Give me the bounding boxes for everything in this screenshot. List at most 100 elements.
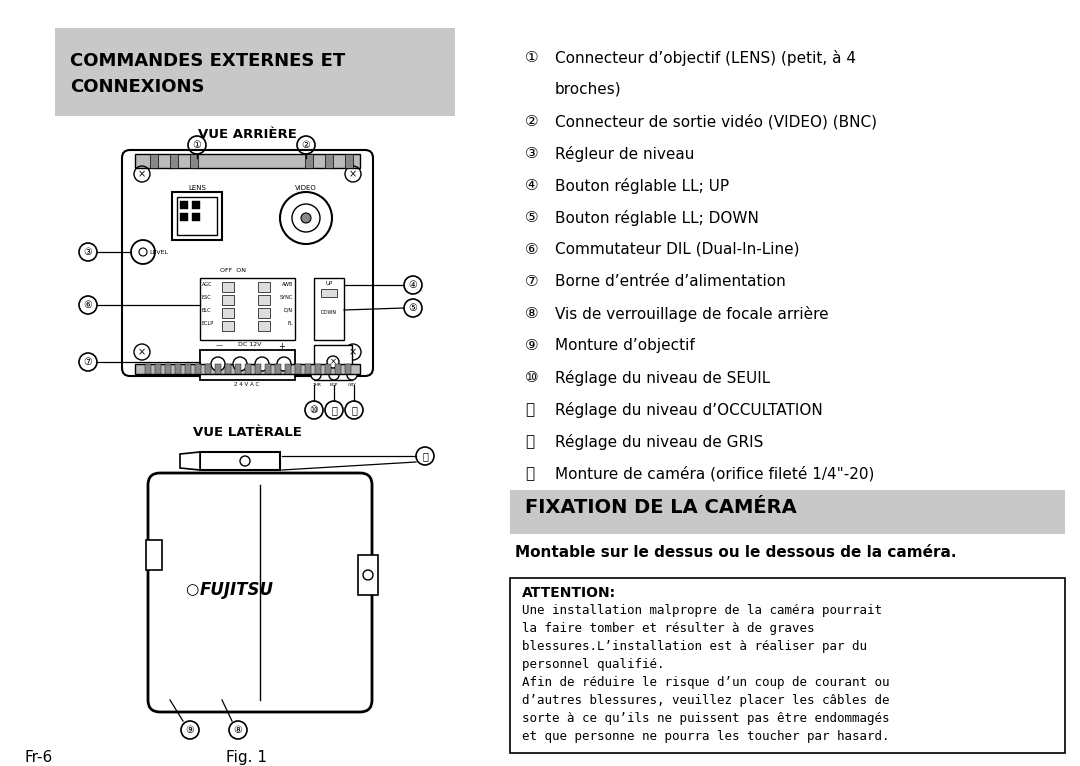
Circle shape (139, 248, 147, 256)
Bar (325, 154, 333, 168)
Text: Connecteur d’objectif (LENS) (petit, à 4: Connecteur d’objectif (LENS) (petit, à 4 (555, 50, 856, 66)
Bar (175, 364, 181, 374)
Text: ①: ① (525, 50, 539, 65)
Text: OFF  ON: OFF ON (220, 268, 246, 273)
Text: ⑪: ⑪ (525, 402, 535, 417)
Bar (200, 278, 295, 340)
Text: ⑩: ⑩ (310, 405, 319, 415)
Bar (225, 364, 231, 374)
Text: ×: × (349, 169, 357, 179)
Text: FUJITSU: FUJITSU (200, 581, 274, 599)
Text: ③: ③ (83, 247, 93, 257)
Text: GRY: GRY (348, 383, 356, 387)
FancyBboxPatch shape (55, 28, 455, 116)
Text: ⑬: ⑬ (422, 451, 428, 461)
Bar (215, 364, 221, 374)
Text: la faire tomber et résulter à de graves: la faire tomber et résulter à de graves (522, 622, 814, 635)
Circle shape (276, 357, 291, 371)
Text: ○: ○ (185, 582, 199, 597)
Bar (185, 364, 191, 374)
Text: et que personne ne pourra les toucher par hasard.: et que personne ne pourra les toucher pa… (522, 730, 890, 743)
Bar (150, 154, 158, 168)
Text: ②: ② (525, 114, 539, 129)
Bar (200, 350, 295, 380)
Text: THR: THR (311, 383, 321, 387)
Text: ×: × (138, 169, 146, 179)
Text: ⑥: ⑥ (83, 300, 93, 310)
Text: ECP: ECP (329, 383, 338, 387)
Text: ①: ① (192, 140, 201, 150)
Bar (205, 364, 211, 374)
Text: COMMANDES EXTERNES ET: COMMANDES EXTERNES ET (70, 52, 346, 70)
Bar (314, 345, 352, 380)
Bar (200, 452, 280, 470)
Text: D/N: D/N (284, 308, 293, 313)
Bar (180, 213, 188, 221)
Text: ⑧: ⑧ (233, 725, 242, 735)
FancyBboxPatch shape (510, 490, 1065, 534)
Bar (345, 364, 351, 374)
Text: VUE ARRIÈRE: VUE ARRIÈRE (198, 128, 296, 141)
Text: ⑤: ⑤ (525, 210, 539, 225)
Bar (177, 197, 217, 235)
Text: FL: FL (287, 321, 293, 326)
Polygon shape (180, 452, 200, 470)
Text: Afin de réduire le risque d’un coup de courant ou: Afin de réduire le risque d’un coup de c… (522, 676, 890, 689)
Text: ③: ③ (525, 146, 539, 161)
Text: Vis de verrouillage de focale arrière: Vis de verrouillage de focale arrière (555, 306, 828, 322)
Bar (195, 364, 201, 374)
Text: ⑦: ⑦ (83, 357, 93, 367)
Text: VUE LATÈRALE: VUE LATÈRALE (192, 426, 301, 439)
Circle shape (280, 192, 332, 244)
Text: ⑬: ⑬ (525, 466, 535, 481)
Text: ⑪: ⑪ (332, 405, 337, 415)
Bar (192, 201, 200, 209)
Text: Bouton réglable LL; UP: Bouton réglable LL; UP (555, 178, 729, 194)
Text: 2 4 V A C: 2 4 V A C (234, 382, 259, 387)
Text: broches): broches) (555, 82, 622, 97)
Bar (145, 364, 151, 374)
Circle shape (347, 370, 357, 380)
Bar (172, 192, 222, 240)
Bar (135, 364, 360, 374)
Text: ×: × (349, 347, 357, 357)
Bar (357, 555, 378, 595)
Text: LENS: LENS (188, 185, 206, 191)
Bar (258, 282, 270, 292)
Text: ⑦: ⑦ (525, 274, 539, 289)
Text: ⑨: ⑨ (186, 725, 194, 735)
Circle shape (301, 213, 311, 223)
Text: ⑩: ⑩ (525, 370, 539, 385)
Text: CONNEXIONS: CONNEXIONS (70, 78, 204, 96)
Text: ⑫: ⑫ (351, 405, 356, 415)
Bar (510, 578, 1065, 753)
Text: Bouton réglable LL; DOWN: Bouton réglable LL; DOWN (555, 210, 759, 226)
Text: Montable sur le dessus ou le dessous de la caméra.: Montable sur le dessus ou le dessous de … (515, 545, 957, 560)
Text: Une installation malpropre de la caméra pourrait: Une installation malpropre de la caméra … (522, 604, 882, 617)
Text: Régleur de niveau: Régleur de niveau (555, 146, 694, 162)
Text: +: + (278, 342, 285, 351)
Circle shape (255, 357, 269, 371)
Bar (222, 295, 234, 305)
Text: Fr-6: Fr-6 (25, 750, 53, 765)
Bar (315, 364, 321, 374)
Bar (222, 321, 234, 331)
Bar (305, 154, 313, 168)
Text: AWB: AWB (282, 282, 293, 287)
Text: ④: ④ (525, 178, 539, 193)
Text: Connecteur de sortie vidéo (VIDEO) (BNC): Connecteur de sortie vidéo (VIDEO) (BNC) (555, 114, 877, 129)
Bar (345, 154, 353, 168)
Text: AGC: AGC (202, 282, 213, 287)
Bar (295, 364, 301, 374)
Text: ②: ② (301, 140, 310, 150)
Bar (285, 364, 291, 374)
Bar (222, 282, 234, 292)
Bar (190, 154, 198, 168)
Text: FIXATION DE LA CAMÉRA: FIXATION DE LA CAMÉRA (525, 498, 797, 517)
Bar (146, 540, 162, 570)
Circle shape (211, 357, 225, 371)
Text: DOWN: DOWN (321, 310, 337, 315)
Text: Monture d’objectif: Monture d’objectif (555, 338, 694, 353)
Text: VIDEO: VIDEO (295, 185, 316, 191)
Text: ×: × (138, 347, 146, 357)
